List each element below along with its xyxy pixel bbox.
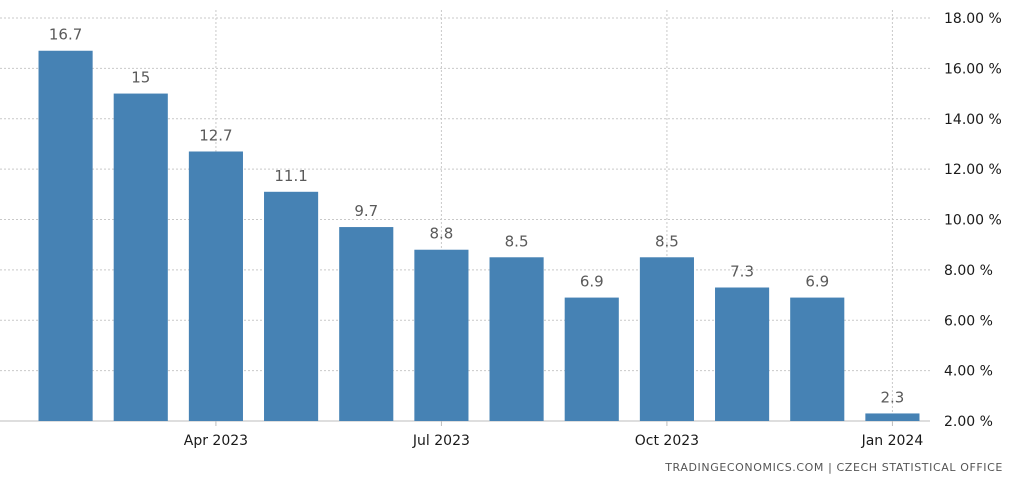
data-label: 7.3: [730, 263, 754, 281]
x-tick-label: Jul 2023: [412, 433, 470, 449]
x-tick-label: Jan 2024: [861, 433, 924, 449]
x-axis: Apr 2023 Jul 2023 Oct 2023 Jan 2024: [184, 433, 924, 449]
bar: [639, 257, 694, 421]
data-labels: 16.7 15 12.7 11.1 9.7 8.8 8.5 6.9 8.5 7.3 6.9 2.3: [49, 26, 904, 407]
bars: [38, 50, 920, 422]
source-credit: TRADINGECONOMICS.COM | CZECH STATISTICAL…: [664, 461, 1003, 474]
data-label: 9.7: [354, 202, 378, 220]
data-label: 12.7: [199, 126, 232, 144]
bar: [865, 413, 920, 421]
data-label: 6.9: [805, 273, 829, 291]
y-tick-label: 6.00 %: [944, 313, 993, 329]
x-tick-label: Oct 2023: [635, 433, 699, 449]
bar: [414, 249, 469, 421]
data-label: 6.9: [580, 273, 604, 291]
data-label: 2.3: [880, 388, 904, 406]
y-tick-label: 10.00 %: [944, 213, 1002, 229]
y-tick-label: 8.00 %: [944, 263, 993, 279]
data-label: 8.8: [429, 225, 453, 243]
y-axis: 2.00 % 4.00 % 6.00 % 8.00 % 10.00 % 12.00 % 14…: [944, 11, 1002, 430]
data-label: 16.7: [49, 26, 82, 44]
bar: [790, 297, 845, 421]
bar: [489, 257, 544, 421]
y-tick-label: 2.00 %: [944, 414, 993, 430]
data-label: 15: [131, 69, 150, 87]
bar: [339, 227, 394, 421]
data-label: 8.5: [505, 232, 529, 250]
y-tick-label: 12.00 %: [944, 162, 1002, 178]
data-label: 8.5: [655, 232, 679, 250]
bar: [188, 151, 243, 421]
bar: [715, 287, 770, 421]
x-tick-label: Apr 2023: [184, 433, 248, 449]
bar: [113, 93, 168, 421]
bar: [264, 191, 319, 421]
y-tick-label: 4.00 %: [944, 364, 993, 380]
bar: [38, 50, 93, 422]
bar: [564, 297, 619, 421]
y-tick-label: 14.00 %: [944, 112, 1002, 128]
data-label: 11.1: [274, 167, 307, 185]
y-tick-label: 16.00 %: [944, 61, 1002, 77]
y-tick-label: 18.00 %: [944, 11, 1002, 27]
